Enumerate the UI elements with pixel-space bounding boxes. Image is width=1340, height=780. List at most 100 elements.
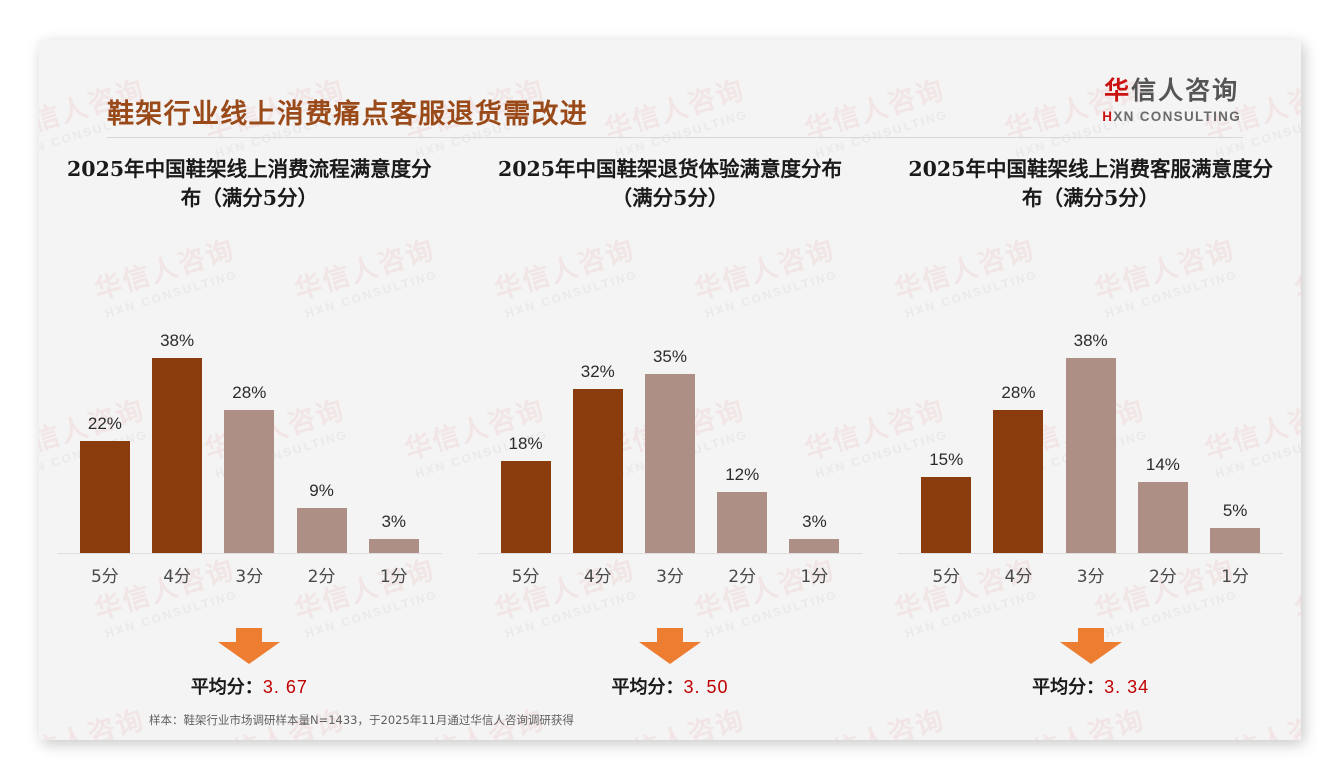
average-score-line: 平均分：3. 67 [53,673,446,699]
bar[interactable] [789,539,840,554]
average-score-line: 平均分：3. 34 [894,673,1287,699]
category-axis: 5分 4分 3分 2分 1分 [912,562,1269,587]
down-arrow-icon [218,628,281,664]
bar-column[interactable]: 3% [781,286,849,554]
average-score-block: 平均分：3. 50 [474,626,867,699]
bar-value-label: 3% [381,512,407,531]
logo-hua-char: 华 [1104,76,1132,105]
bar-column[interactable]: 15% [912,286,980,554]
chart-panel-2: 2025年中国鞋架退货体验满意度分布（满分5分） 18% 32% 35% 12% 3% 5分… [460,155,881,698]
bar-value-label: 18% [508,434,543,453]
chart-title: 2025年中国鞋架线上消费流程满意度分布（满分5分） [67,157,432,211]
logo-h-char: H [1102,109,1114,124]
bar-column[interactable]: 12% [708,286,776,554]
bar-value-label: 3% [802,512,827,531]
category-label: 1分 [1221,567,1250,587]
bar[interactable] [921,477,972,554]
bar-value-label: 28% [232,383,267,402]
bar-value-label: 12% [725,465,760,484]
bar-value-label: 28% [1001,383,1036,402]
category-label: 2分 [728,567,757,587]
bar[interactable] [644,374,695,554]
bar-value-label: 35% [652,347,687,366]
bar-column[interactable]: 38% [143,286,211,554]
bar[interactable] [79,441,130,554]
bar-column[interactable]: 14% [1129,286,1197,554]
axis-baseline [898,553,1284,554]
category-axis: 5分 4分 3分 2分 1分 [492,562,849,587]
average-score-label: 平均分： [611,677,684,698]
bar-value-label: 14% [1145,455,1180,474]
chart-plot-area: 15% 28% 38% 14% 5% 5分 4分 3分 2分 1分 [894,269,1287,587]
category-label: 4分 [1004,567,1033,587]
bar[interactable] [1137,482,1188,554]
bar-value-label: 9% [309,481,334,500]
bar[interactable] [368,539,419,554]
category-label: 4分 [163,567,192,587]
category-label: 2分 [307,567,336,587]
bar[interactable] [296,508,347,554]
category-label: 5分 [932,567,961,587]
average-score-block: 平均分：3. 67 [53,626,446,699]
category-axis: 5分 4分 3分 2分 1分 [71,562,428,587]
bar-value-label: 5% [1222,501,1248,520]
bar-value-label: 32% [580,362,615,381]
down-arrow-icon [639,628,701,664]
charts-row: 2025年中国鞋架线上消费流程满意度分布（满分5分） 22% 38% 28% 9% 3% 5… [39,155,1301,698]
bar-value-label: 15% [929,450,964,469]
bar-group: 22% 38% 28% 9% 3% [71,286,428,554]
average-score-value: 3. 34 [1104,677,1150,697]
bar[interactable] [500,461,551,554]
bar-group: 15% 28% 38% 14% 5% [912,286,1269,554]
category-label: 1分 [800,567,829,587]
axis-baseline [477,553,863,554]
bar-value-label: 38% [1073,331,1108,350]
average-score-block: 平均分：3. 34 [894,626,1287,699]
bar-value-label: 22% [87,414,122,433]
chart-title: 2025年中国鞋架退货体验满意度分布（满分5分） [497,157,843,211]
brand-logo: 华信人咨询 HXN CONSULTING [1102,78,1241,124]
bar[interactable] [152,358,203,554]
bar-column[interactable]: 9% [288,286,356,554]
bar-column[interactable]: 38% [1057,286,1125,554]
bar[interactable] [572,389,623,554]
logo-english-text: HXN CONSULTING [1102,110,1241,124]
logo-chinese-rest: 信人咨询 [1131,76,1240,105]
logo-english-rest: XN CONSULTING [1113,109,1241,124]
bar-column[interactable]: 35% [636,286,704,554]
average-score-label: 平均分： [190,677,263,698]
footnote: 样本：鞋架行业市场调研样本量N=1433，于2025年11月通过华信人咨询调研获… [149,713,574,727]
header-divider [107,137,1243,138]
bar-column[interactable]: 32% [564,286,632,554]
average-score-label: 平均分： [1032,677,1105,698]
category-label: 5分 [90,567,119,587]
chart-plot-area: 22% 38% 28% 9% 3% 5分 4分 3分 2分 1分 [53,269,446,587]
bar-column[interactable]: 3% [360,286,428,554]
bar[interactable] [1210,528,1261,554]
bar[interactable] [993,410,1044,554]
bar-column[interactable]: 5% [1201,286,1269,554]
chart-panel-1: 2025年中国鞋架线上消费流程满意度分布（满分5分） 22% 38% 28% 9% 3% 5… [39,155,460,698]
bar-column[interactable]: 28% [985,286,1053,554]
slide-card: 华信人咨询 HXN CONSULTING 华信人咨询 HXN CONSULTING 华信… [39,40,1301,740]
bar[interactable] [717,492,768,554]
average-score-value: 3. 67 [262,677,308,697]
down-arrow-icon [1059,628,1122,664]
logo-chinese-text: 华信人咨询 [1102,78,1241,103]
bar-column[interactable]: 22% [71,286,139,554]
category-label: 3分 [1076,567,1105,587]
axis-baseline [57,553,442,554]
bar[interactable] [1065,358,1116,554]
bar-column[interactable]: 28% [215,286,283,554]
slide-header: 鞋架行业线上消费痛点客服退货需改进 华信人咨询 HXN CONSULTING [39,40,1301,144]
category-label: 3分 [656,567,684,587]
average-score-line: 平均分：3. 50 [474,673,867,699]
category-label: 3分 [235,567,264,587]
chart-panel-3: 2025年中国鞋架线上消费客服满意度分布（满分5分） 15% 28% 38% 14% 5%… [880,155,1301,698]
chart-title: 2025年中国鞋架线上消费客服满意度分布（满分5分） [908,157,1273,211]
bar[interactable] [224,410,275,554]
bar-column[interactable]: 18% [492,286,560,554]
average-score-value: 3. 50 [683,677,729,697]
